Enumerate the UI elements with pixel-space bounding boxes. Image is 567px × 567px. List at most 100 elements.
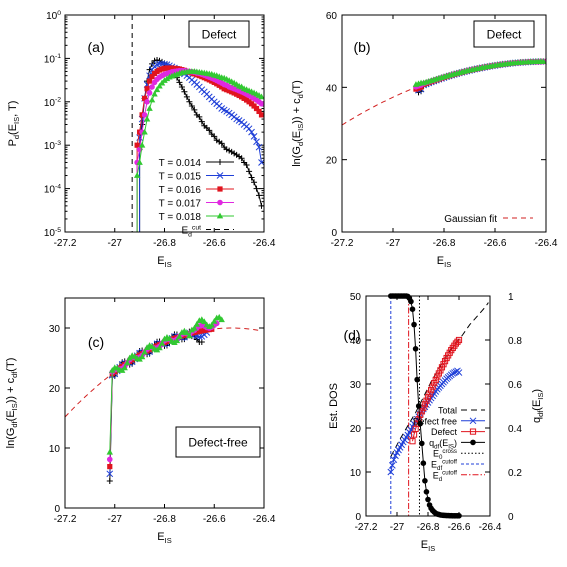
data-point <box>238 155 245 162</box>
data-point <box>426 390 433 397</box>
legend-marker <box>216 212 224 219</box>
data-point <box>248 128 255 136</box>
data-point <box>186 98 193 105</box>
x-tick-label: -26.8 <box>153 238 176 249</box>
y-tick-label-part: 10 <box>46 11 58 22</box>
data-point <box>146 78 153 84</box>
data-point <box>158 339 166 346</box>
y-tick-label: 10-3 <box>44 140 61 152</box>
data-point <box>133 172 141 178</box>
data-point <box>429 383 436 390</box>
y-tick-label: 0 <box>355 512 361 523</box>
y-axis-label-part: ln(G <box>5 428 17 449</box>
y-tick-label: 100 <box>46 10 61 22</box>
data-point <box>245 125 253 133</box>
y-tick-label-part: 10 <box>44 98 56 109</box>
plot-frame <box>64 297 265 509</box>
x-tick-label: -27 <box>108 238 123 249</box>
y2-axis-label-part: ) <box>531 389 543 393</box>
legend-label: E0cross <box>433 448 457 461</box>
data-point <box>417 420 424 427</box>
data-point <box>146 105 153 111</box>
data-point <box>156 344 163 351</box>
legend-label-part: d <box>188 231 192 238</box>
data-point <box>421 401 428 408</box>
data-point <box>423 397 430 404</box>
data-point <box>196 113 203 120</box>
x-axis-label-part: IS <box>165 260 172 269</box>
data-point <box>201 318 208 325</box>
legend-label-part: (E <box>439 438 448 448</box>
panel-label: (d) <box>343 327 360 343</box>
data-point <box>412 346 419 352</box>
data-point <box>428 387 435 394</box>
x-tick-label: -27 <box>386 238 401 249</box>
data-point <box>176 333 183 339</box>
legend-marker <box>217 186 223 192</box>
data-point <box>452 340 459 347</box>
legend-label: Total <box>438 406 457 416</box>
y-tick-label: 20 <box>326 156 338 167</box>
box-label-box <box>473 20 535 48</box>
y-tick-label: 10-4 <box>44 183 61 195</box>
series-line <box>109 330 202 482</box>
data-point <box>408 298 414 305</box>
legend-label: T = 0.014 <box>159 158 202 169</box>
y-axis-label-part: d <box>296 94 305 98</box>
data-point <box>432 376 439 384</box>
legend-label-part: E <box>433 449 439 459</box>
y-tick-label-part: -3 <box>55 140 61 147</box>
data-point <box>191 324 198 331</box>
legend-label: Edcutoff <box>433 470 458 483</box>
panel-label: (a) <box>87 39 104 55</box>
data-point <box>388 462 396 469</box>
data-point <box>415 403 422 409</box>
legend-label: T = 0.017 <box>159 199 202 210</box>
data-point <box>195 333 203 341</box>
legend-label-part: E <box>433 470 439 480</box>
data-point <box>191 106 198 113</box>
y-axis-label-part: IS <box>12 117 21 124</box>
legend-marker <box>217 199 223 206</box>
data-point <box>173 337 181 344</box>
y2-axis-label-part: q <box>531 417 543 423</box>
y2-axis-label-part: IS <box>536 393 545 400</box>
legend-label-part: 0 <box>439 454 443 461</box>
y-tick-label: 40 <box>326 83 338 94</box>
y-axis-label-part: ln(G <box>291 146 303 167</box>
data-point <box>134 142 140 148</box>
y-axis-label-part: , T) <box>7 101 19 117</box>
y-axis-label-part: d <box>296 142 305 146</box>
data-point <box>211 317 218 324</box>
data-point <box>208 321 215 328</box>
data-point <box>218 140 225 147</box>
y2-tick-label: 0.8 <box>508 336 522 347</box>
legend-label: Gaussian fit <box>444 214 497 225</box>
data-point <box>414 376 420 383</box>
y-axis-label-part: (E <box>5 410 17 421</box>
legend-label-part: IS <box>448 443 454 450</box>
data-point <box>163 75 171 82</box>
y2-tick-label: 0.2 <box>508 468 522 479</box>
legend-label-part: cut <box>192 224 201 231</box>
y-tick-label: 10-1 <box>44 53 61 65</box>
y-tick-label-part: 0 <box>57 10 61 17</box>
legend-label: T = 0.016 <box>159 185 202 196</box>
data-point <box>206 127 213 134</box>
y-axis-label-part: IS <box>10 403 19 410</box>
y-tick-label: 0 <box>331 228 337 239</box>
data-point <box>248 174 255 181</box>
y-axis-label-part: (E <box>7 124 19 135</box>
legend-marker <box>217 159 223 165</box>
y-tick-label: 10 <box>49 444 61 455</box>
data-point <box>148 96 156 103</box>
data-point <box>253 138 260 146</box>
y-tick-label-part: -4 <box>55 183 61 190</box>
data-point <box>188 103 195 110</box>
legend-label-part: E <box>431 460 437 470</box>
data-point <box>142 95 148 101</box>
x-axis-label-part: E <box>157 255 164 267</box>
data-point <box>258 100 264 107</box>
data-point <box>250 132 258 140</box>
